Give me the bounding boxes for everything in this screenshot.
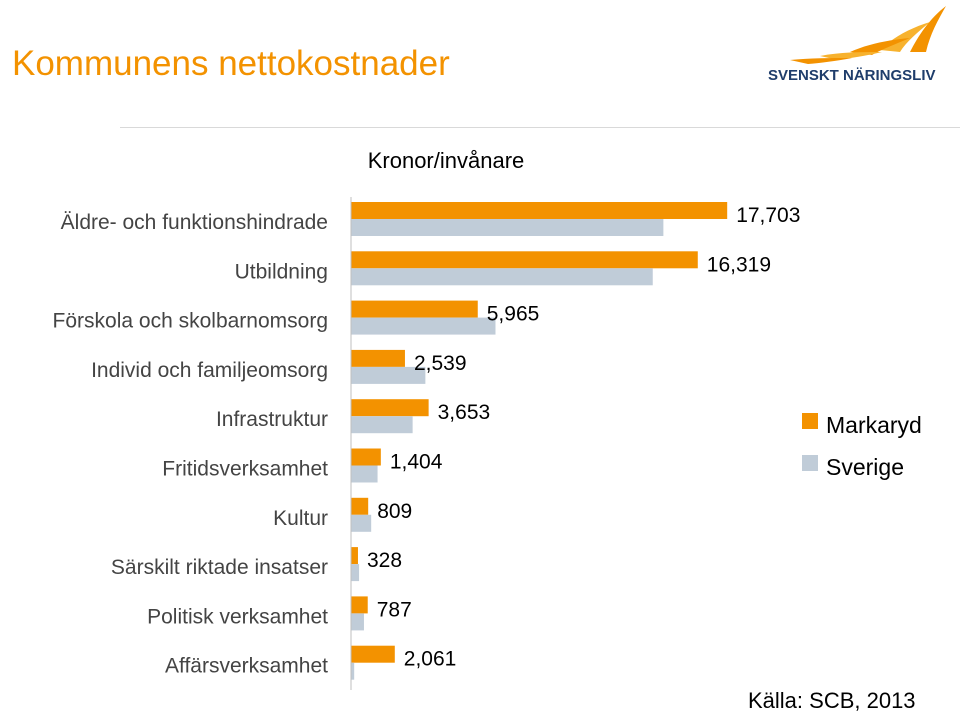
category-label: Särskilt riktade insatser	[111, 556, 328, 579]
data-label: 1,404	[390, 451, 443, 474]
data-label: 3,653	[438, 401, 491, 424]
bar-markaryd	[351, 497, 369, 515]
legend-label: Markaryd	[826, 412, 922, 438]
bar-sverige	[351, 366, 426, 384]
data-label: 2,061	[404, 648, 457, 671]
chart-title: Kronor/invånare	[368, 148, 525, 173]
category-label: Kultur	[273, 507, 328, 530]
bar-markaryd	[351, 547, 358, 565]
category-label: Individ och familjeomsorg	[91, 359, 328, 382]
data-label: 328	[367, 549, 402, 572]
bar-markaryd	[351, 399, 429, 417]
bar-markaryd	[351, 349, 405, 367]
svenskt-naringsliv-logo: SVENSKT NÄRINGSLIV	[768, 6, 946, 84]
bar-sverige	[351, 416, 413, 434]
category-label: Utbildning	[235, 260, 328, 283]
bar-sverige	[351, 219, 664, 236]
data-label: 16,319	[707, 253, 771, 276]
data-label: 809	[377, 500, 412, 523]
data-label: 2,539	[414, 352, 467, 375]
bar-sverige	[351, 268, 653, 286]
category-label: Politisk verksamhet	[147, 605, 328, 628]
bar-sverige	[351, 662, 355, 680]
bar-sverige	[351, 613, 364, 631]
category-label: Fritidsverksamhet	[162, 458, 328, 481]
data-label: 5,965	[487, 303, 540, 326]
category-label: Förskola och skolbarnomsorg	[53, 310, 328, 333]
data-label: 17,703	[736, 204, 800, 227]
bar-markaryd	[351, 596, 368, 614]
category-label: Affärsverksamhet	[165, 655, 328, 678]
legend-label: Sverige	[826, 454, 904, 480]
logo-flame-icon	[790, 6, 946, 64]
title-divider	[120, 127, 960, 128]
legend-swatch-sverige	[802, 455, 818, 471]
bar-markaryd	[351, 448, 381, 466]
legend-swatch-markaryd	[802, 413, 818, 429]
bar-markaryd	[351, 251, 698, 269]
source-note: Källa: SCB, 2013	[748, 688, 916, 713]
category-label: Äldre- och funktionshindrade	[61, 211, 328, 234]
bar-markaryd	[351, 300, 478, 318]
bar-markaryd	[351, 645, 395, 663]
page-title: Kommunens nettokostnader	[12, 44, 450, 83]
bar-markaryd	[351, 202, 728, 219]
data-label: 787	[377, 598, 412, 621]
bar-sverige	[351, 465, 378, 483]
category-label: Infrastruktur	[216, 408, 328, 431]
logo-text: SVENSKT NÄRINGSLIV	[768, 67, 936, 84]
bar-sverige	[351, 514, 372, 532]
bar-sverige	[351, 317, 496, 335]
bar-sverige	[351, 564, 360, 582]
